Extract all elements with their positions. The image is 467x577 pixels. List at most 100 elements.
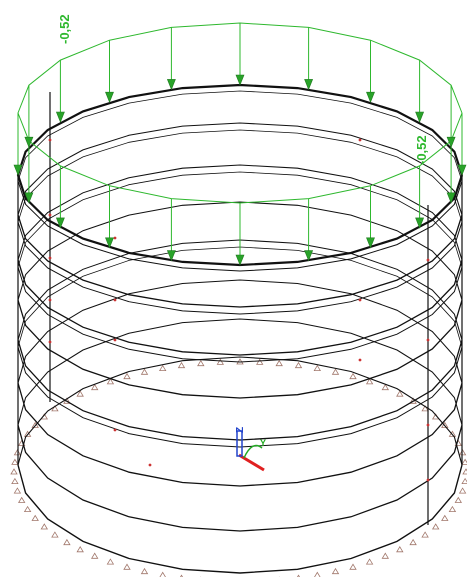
support-icon bbox=[448, 430, 457, 437]
ring-back bbox=[17, 171, 463, 268]
support-ring bbox=[10, 358, 467, 577]
support-icon bbox=[381, 383, 390, 391]
support-icon bbox=[294, 361, 303, 369]
node-markers bbox=[48, 138, 430, 482]
load-arrow-icon bbox=[166, 79, 176, 91]
support-icon bbox=[11, 477, 19, 484]
load-arrow-icon bbox=[105, 237, 114, 249]
load-arrow-icon bbox=[166, 250, 176, 262]
support-icon bbox=[197, 359, 205, 367]
support-icon bbox=[365, 378, 374, 385]
support-icon bbox=[461, 458, 467, 465]
support-icon bbox=[331, 368, 340, 375]
load-arrow-icon bbox=[415, 111, 425, 123]
support-icon bbox=[63, 538, 71, 546]
support-icon bbox=[349, 372, 357, 380]
support-icon bbox=[441, 421, 449, 428]
ring-front bbox=[17, 346, 463, 448]
ring-front bbox=[17, 382, 463, 487]
support-icon bbox=[421, 531, 429, 538]
load-value-label-left: -0,52 bbox=[57, 14, 72, 44]
node-marker bbox=[113, 236, 117, 240]
load-arrow-icon bbox=[415, 217, 425, 229]
support-icon bbox=[90, 383, 99, 391]
support-icon bbox=[158, 364, 167, 371]
ring-back bbox=[17, 164, 463, 261]
node-marker bbox=[358, 298, 362, 302]
node-marker bbox=[358, 358, 362, 362]
support-icon bbox=[216, 358, 225, 365]
load-arrow-icon bbox=[55, 111, 65, 123]
support-icon bbox=[13, 487, 22, 494]
support-icon bbox=[313, 364, 322, 371]
support-icon bbox=[396, 546, 404, 553]
support-icon bbox=[51, 531, 59, 538]
load-arrow-icon bbox=[366, 237, 375, 249]
z-axis-label: Z bbox=[235, 427, 246, 433]
support-icon bbox=[123, 372, 131, 380]
load-arrow-icon bbox=[24, 192, 34, 204]
ring-front bbox=[17, 339, 463, 441]
node-marker bbox=[358, 138, 362, 142]
ring-front bbox=[17, 214, 463, 308]
ring-front bbox=[17, 299, 463, 399]
support-icon bbox=[40, 523, 49, 530]
ring-back bbox=[17, 279, 463, 384]
support-icon bbox=[409, 538, 417, 546]
node-marker bbox=[113, 338, 117, 342]
support-icon bbox=[448, 505, 457, 512]
z-axis-bar bbox=[236, 430, 243, 457]
support-icon bbox=[381, 552, 390, 559]
load-value-label-right: -0,52 bbox=[414, 135, 429, 165]
ring-front bbox=[17, 259, 463, 356]
coordinate-axes-icon: Z Y bbox=[235, 427, 266, 472]
ring-front bbox=[17, 180, 463, 272]
node-marker bbox=[48, 213, 52, 217]
load-arrow-icon bbox=[13, 164, 23, 176]
support-icon bbox=[454, 496, 463, 503]
support-icon bbox=[462, 468, 467, 475]
support-icon bbox=[90, 552, 99, 559]
support-icon bbox=[140, 567, 149, 575]
load-arrow-icon bbox=[55, 217, 65, 229]
node-marker bbox=[48, 256, 52, 260]
load-arrow-icon bbox=[235, 74, 245, 86]
ring-back bbox=[17, 201, 463, 301]
distributed-load bbox=[13, 22, 467, 266]
load-arrow-icon bbox=[446, 136, 456, 149]
support-icon bbox=[331, 567, 340, 575]
support-icon bbox=[458, 487, 467, 494]
load-arrow-icon bbox=[105, 91, 114, 104]
ring-back bbox=[17, 90, 463, 182]
support-icon bbox=[11, 458, 19, 465]
node-marker bbox=[113, 298, 117, 302]
support-icon bbox=[76, 546, 84, 553]
support-icon bbox=[255, 358, 264, 365]
support-icon bbox=[365, 558, 374, 565]
ring-front bbox=[17, 424, 463, 532]
load-arrow-icon bbox=[24, 136, 34, 149]
support-icon bbox=[123, 563, 131, 570]
load-arrow-icon bbox=[235, 254, 245, 266]
node-marker bbox=[148, 463, 152, 467]
node-marker bbox=[48, 340, 52, 344]
support-icon bbox=[76, 390, 84, 397]
node-marker bbox=[426, 338, 430, 342]
support-icon bbox=[314, 571, 321, 577]
node-marker bbox=[426, 423, 430, 427]
support-icon bbox=[10, 468, 18, 475]
support-icon bbox=[177, 361, 186, 369]
support-icon bbox=[349, 563, 357, 570]
node-marker bbox=[426, 478, 430, 482]
support-icon bbox=[461, 477, 467, 484]
support-icon bbox=[106, 558, 115, 565]
ring-back bbox=[17, 122, 463, 216]
ring-front bbox=[17, 221, 463, 315]
node-marker bbox=[426, 258, 430, 262]
support-icon bbox=[140, 368, 149, 375]
load-arrow-icon bbox=[304, 79, 314, 91]
load-arrow-icon bbox=[457, 164, 467, 176]
y-axis-arc bbox=[243, 444, 263, 459]
load-arrow-icon bbox=[366, 91, 375, 104]
